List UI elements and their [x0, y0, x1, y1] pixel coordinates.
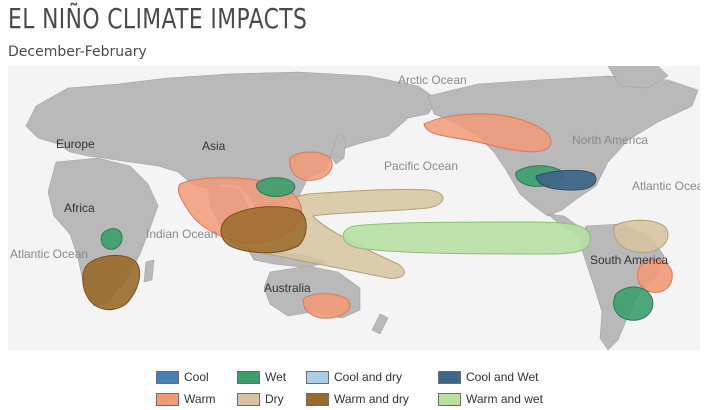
legend-label-wet: Wet [265, 370, 287, 384]
legend-label-cool-and-dry: Cool and dry [334, 370, 403, 384]
page-title: EL NIÑO CLIMATE IMPACTS [8, 2, 308, 35]
legend-label-warm-and-dry: Warm and dry [334, 392, 409, 406]
land-madagascar [143, 259, 155, 283]
label-africa: Africa [64, 201, 95, 215]
region-warm-wet-pacific [342, 221, 591, 255]
label-pacific-ocean: Pacific Ocean [384, 159, 458, 173]
legend-swatch-dry [237, 392, 260, 406]
map-labels: Europe Asia Africa Australia South Ameri… [10, 73, 700, 295]
region-wet-south-china [256, 177, 296, 197]
legend-item-dry: Dry [237, 390, 284, 408]
world-map: Europe Asia Africa Australia South Ameri… [8, 66, 700, 350]
land-new-zealand [371, 313, 389, 335]
legend-label-cool-and-wet: Cool and Wet [466, 370, 539, 384]
legend-swatch-cool-and-dry [306, 370, 329, 384]
region-dry-north-south-america [613, 219, 669, 253]
legend: Cool Wet Cool and dry Cool and Wet Warm … [156, 368, 576, 408]
legend-swatch-warm [156, 392, 179, 406]
land-greenland [607, 66, 669, 89]
region-wet-east-africa [100, 228, 123, 250]
legend-label-warm-and-wet: Warm and wet [466, 392, 543, 406]
region-warm-southeast-australia [302, 293, 351, 319]
legend-item-cool: Cool [156, 368, 209, 386]
region-warm-dry-maritime [220, 206, 307, 254]
legend-label-cool: Cool [184, 370, 209, 384]
legend-label-warm: Warm [184, 392, 216, 406]
label-asia: Asia [202, 139, 226, 153]
region-warm-japan [289, 151, 333, 181]
label-atlantic-ocean-west: Atlantic Ocean [10, 247, 88, 261]
label-north-america: North America [572, 133, 648, 147]
label-atlantic-ocean-east: Atlantic Ocean [632, 179, 700, 193]
region-warm-northwest-america [423, 113, 552, 153]
legend-swatch-warm-and-wet [438, 392, 461, 406]
legend-item-cool-and-dry: Cool and dry [306, 368, 402, 386]
legend-item-cool-and-wet: Cool and Wet [438, 368, 539, 386]
legend-item-warm: Warm [156, 390, 216, 408]
label-europe: Europe [56, 137, 95, 151]
label-arctic-ocean: Arctic Ocean [398, 73, 467, 87]
impact-regions [82, 113, 673, 321]
legend-swatch-cool [156, 370, 179, 384]
page-subtitle: December-February [8, 44, 147, 60]
label-australia: Australia [264, 281, 311, 295]
label-south-america: South America [590, 253, 668, 267]
legend-item-warm-and-wet: Warm and wet [438, 390, 543, 408]
legend-swatch-warm-and-dry [306, 392, 329, 406]
label-indian-ocean: Indian Ocean [146, 227, 217, 241]
legend-swatch-cool-and-wet [438, 370, 461, 384]
world-map-svg: Europe Asia Africa Australia South Ameri… [8, 66, 700, 350]
region-warm-dry-southern-africa [82, 255, 141, 311]
legend-item-wet: Wet [237, 368, 286, 386]
legend-item-warm-and-dry: Warm and dry [306, 390, 409, 408]
region-cool-wet-gulf [535, 169, 597, 191]
region-wet-south-south-america [613, 286, 654, 321]
legend-swatch-wet [237, 370, 260, 384]
land-japan [329, 133, 347, 165]
region-warm-southeast-south-america [637, 259, 673, 293]
legend-label-dry: Dry [265, 392, 284, 406]
